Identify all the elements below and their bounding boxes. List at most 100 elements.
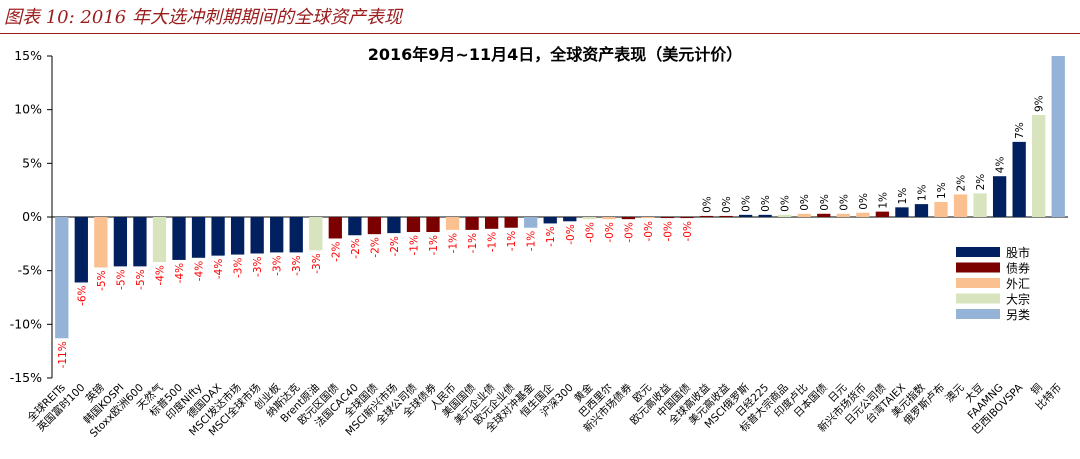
bar	[719, 215, 733, 217]
bar	[387, 217, 401, 234]
bar	[484, 217, 499, 229]
y-tick-label: 0%	[22, 209, 42, 224]
legend-label: 另类	[1006, 308, 1030, 322]
bar	[1051, 56, 1065, 217]
y-tick-label: -10%	[10, 316, 42, 331]
legend-swatch	[956, 247, 1000, 257]
bar	[152, 217, 167, 263]
bar	[875, 211, 890, 217]
data-label: -5%	[115, 269, 127, 289]
data-label: -4%	[213, 259, 225, 279]
data-label: -1%	[448, 233, 460, 253]
data-label: -3%	[291, 255, 303, 275]
data-label: -2%	[330, 241, 342, 261]
data-label: -4%	[174, 263, 186, 283]
bar	[74, 217, 88, 283]
bar	[289, 217, 303, 253]
data-label: 4%	[995, 157, 1007, 174]
y-tick-label: 5%	[22, 155, 42, 170]
y-tick-label: -5%	[18, 263, 42, 278]
bar	[1032, 115, 1046, 217]
data-label: -0%	[682, 221, 694, 241]
bar	[465, 217, 479, 230]
bar	[778, 214, 792, 217]
data-label: -4%	[194, 261, 206, 281]
bar	[133, 217, 147, 267]
data-label: -0%	[584, 222, 596, 242]
data-label: -0%	[604, 222, 616, 242]
legend-swatch	[956, 278, 1000, 288]
bar	[602, 217, 616, 220]
data-label: -2%	[369, 237, 381, 257]
y-tick-label: -15%	[10, 370, 42, 385]
chart-title: 2016年9月~11月4日，全球资产表现（美元计价）	[368, 45, 742, 64]
data-label: 0%	[799, 194, 811, 211]
data-label: -6%	[76, 285, 88, 305]
legend-swatch	[956, 262, 1000, 273]
bar	[680, 217, 694, 219]
data-label: 0%	[819, 194, 831, 211]
data-label: -0%	[623, 222, 635, 242]
data-label: -3%	[233, 258, 245, 278]
legend-label: 股市	[1006, 245, 1030, 260]
bar	[582, 217, 596, 220]
data-labels: -11% -6% -5% -5% -5% -4% -4% -4% -4% -3% -3% -3% -3%…	[57, 95, 1046, 368]
bar	[738, 214, 753, 217]
data-label: -1%	[506, 231, 518, 251]
data-label: -1%	[467, 233, 479, 253]
bar	[367, 217, 382, 235]
data-label: -0%	[643, 221, 655, 241]
data-label: 0%	[780, 195, 792, 212]
figure-title: 图表 10: 2016 年大选冲刺期期间的全球资产表现	[4, 7, 402, 28]
data-label: -1%	[487, 232, 499, 252]
bar	[953, 194, 968, 217]
bar	[406, 217, 421, 233]
bar	[191, 217, 206, 258]
data-label: -5%	[135, 269, 147, 289]
bar	[504, 217, 518, 228]
bar	[426, 217, 440, 233]
bar	[563, 217, 577, 222]
legend-label: 债券	[1006, 261, 1030, 276]
data-label: 1%	[877, 192, 889, 209]
bars	[55, 56, 1065, 339]
axes: 15% 10% 5% 0% -5% -10% -15%	[10, 48, 1068, 385]
category-labels: 全球REITs英国富时100英镑韩国KOSPIStoxx欧洲600天然气标普50…	[25, 381, 1065, 440]
y-tick-label: 10%	[14, 102, 42, 117]
legend-swatch	[956, 293, 1000, 304]
data-label: 1%	[936, 182, 948, 199]
bar	[211, 217, 225, 256]
data-label: -3%	[252, 256, 264, 276]
bar	[543, 217, 557, 224]
bar	[113, 217, 128, 267]
bar	[230, 217, 245, 255]
bar	[94, 217, 108, 268]
data-label: -2%	[350, 238, 362, 258]
bar	[621, 217, 636, 220]
bar	[641, 217, 655, 219]
bar	[934, 201, 948, 217]
bar	[817, 213, 831, 217]
bar	[699, 215, 714, 217]
data-label: -11%	[57, 341, 69, 368]
data-label: 0%	[760, 195, 772, 212]
data-label: -3%	[311, 253, 323, 273]
bar	[895, 207, 909, 217]
title-divider	[0, 33, 1080, 34]
data-label: 7%	[1014, 122, 1026, 139]
data-label: -0%	[662, 221, 674, 241]
bar	[348, 217, 362, 236]
y-tick-label: 15%	[14, 48, 42, 63]
bar	[856, 212, 870, 217]
legend-label: 外汇	[1006, 277, 1030, 291]
legend-swatch	[956, 309, 1000, 319]
data-label: 0%	[838, 194, 850, 211]
data-label: 1%	[897, 188, 909, 205]
bar	[992, 176, 1007, 217]
data-label: -4%	[154, 265, 166, 285]
bar	[445, 217, 460, 230]
bar	[758, 214, 772, 217]
data-label: -0%	[565, 224, 577, 244]
bar	[309, 217, 323, 251]
data-label: 9%	[1034, 95, 1046, 112]
